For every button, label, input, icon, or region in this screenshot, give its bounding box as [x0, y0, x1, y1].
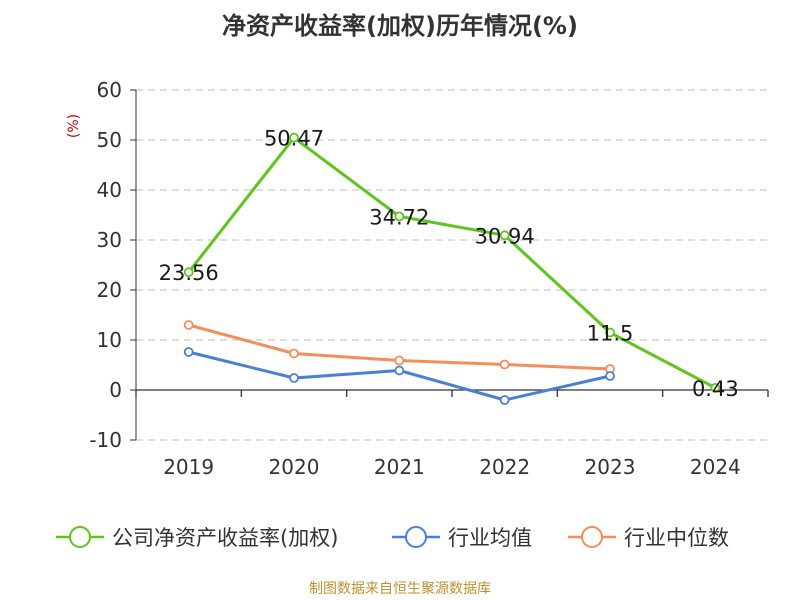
- y-axis-label: (%): [66, 114, 82, 138]
- data-point: [499, 359, 510, 370]
- x-tick-label: 2022: [479, 455, 530, 479]
- y-tick-label: 30: [97, 228, 122, 252]
- data-label: 30.94: [475, 224, 535, 248]
- grid-lines: [136, 89, 768, 441]
- data-point: [183, 267, 194, 278]
- x-tick-label: 2019: [163, 455, 214, 479]
- y-tick-label: 50: [97, 128, 122, 152]
- x-tick-label: 2023: [585, 455, 636, 479]
- data-point: [499, 230, 510, 241]
- data-label: 50.47: [264, 127, 324, 151]
- data-label: 0.43: [692, 377, 739, 401]
- data-point: [710, 382, 721, 393]
- data-point: [183, 347, 194, 357]
- data-point: [289, 348, 299, 359]
- y-tick-label: 20: [97, 278, 122, 302]
- data-point: [499, 395, 510, 405]
- data-point: [394, 355, 405, 366]
- y-tick-label: 40: [97, 178, 122, 202]
- x-tick-label: 2020: [269, 455, 320, 479]
- data-point: [289, 373, 299, 383]
- data-point: [394, 365, 405, 376]
- data-label: 23.56: [159, 261, 219, 285]
- data-point: [183, 320, 194, 330]
- x-tick-label: 2024: [690, 455, 741, 479]
- axes: -10 0 10 20 30 40 50 60 2019 2020 2021 2022 2023 2024: [89, 78, 769, 479]
- data-point: [605, 327, 615, 338]
- x-tick-label: 2021: [374, 455, 425, 479]
- data-point: [605, 371, 615, 381]
- y-tick-label: 60: [97, 78, 122, 102]
- data-point: [394, 211, 405, 222]
- data-labels: 23.56 50.47 34.72 30.94 11.5 0.43: [159, 127, 739, 401]
- legend: 公司净资产收益率(加权) 行业均值 行业中位数: [56, 526, 729, 550]
- legend-marker: [405, 526, 427, 548]
- legend-marker: [581, 526, 603, 548]
- y-tick-label: 10: [97, 328, 122, 352]
- legend-marker: [69, 526, 91, 548]
- series-line: [187, 136, 717, 390]
- legend-label: 行业均值: [448, 526, 532, 550]
- legend-label: 公司净资产收益率(加权): [112, 526, 338, 550]
- series-lines: [183, 132, 721, 405]
- y-tick-label: 0: [109, 378, 122, 402]
- legend-label: 行业中位数: [624, 526, 729, 550]
- y-tick-label: -10: [89, 428, 122, 452]
- data-point: [289, 132, 299, 143]
- data-label: 11.5: [587, 322, 634, 346]
- chart-title: 净资产收益率(加权)历年情况(%): [222, 12, 578, 40]
- data-label: 34.72: [369, 205, 429, 229]
- footer-source: 制图数据来自恒生聚源数据库: [309, 581, 491, 597]
